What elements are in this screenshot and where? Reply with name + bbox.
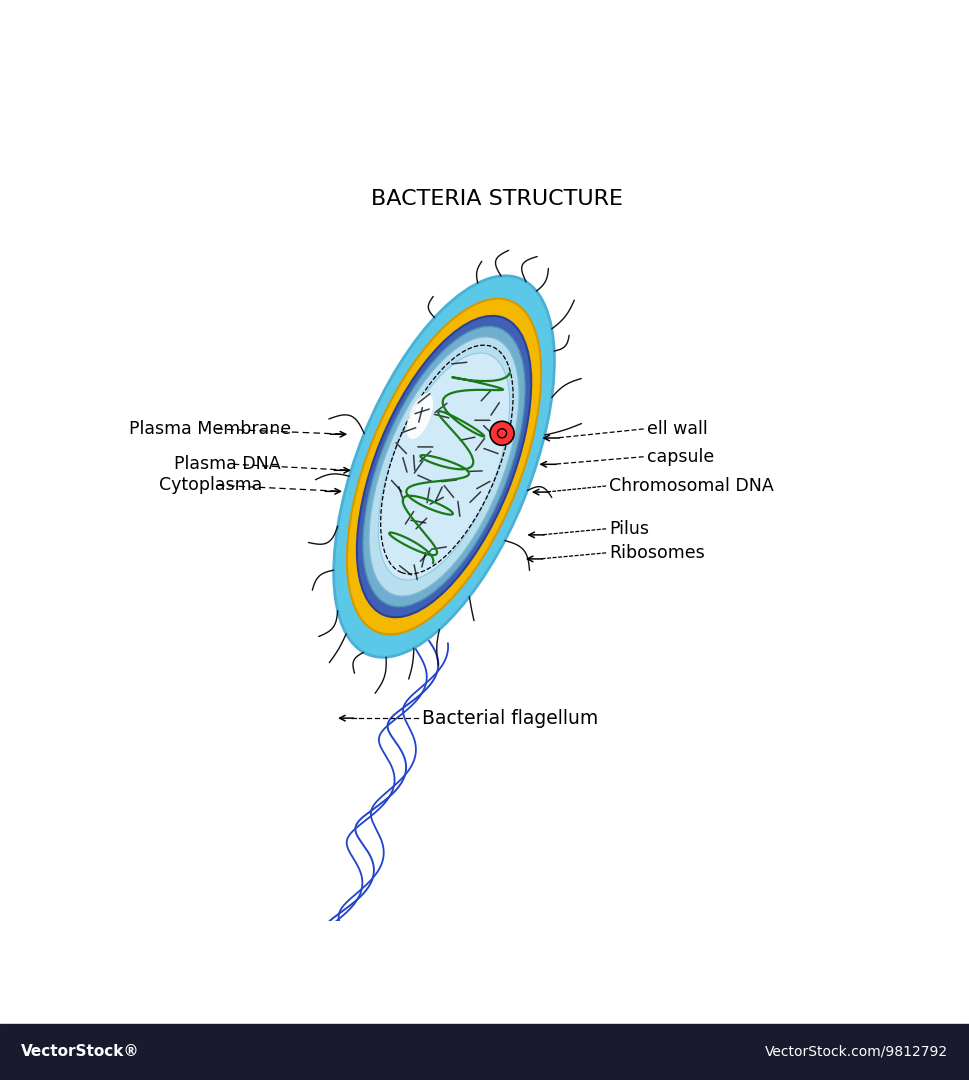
Text: Pilus: Pilus bbox=[610, 519, 649, 538]
Text: Bacterial flagellum: Bacterial flagellum bbox=[422, 708, 598, 728]
Ellipse shape bbox=[407, 393, 433, 440]
Text: Chromosomal DNA: Chromosomal DNA bbox=[610, 477, 774, 495]
Text: Cytoplasma: Cytoplasma bbox=[159, 476, 262, 495]
Text: VectorStock.com/9812792: VectorStock.com/9812792 bbox=[765, 1045, 948, 1058]
Ellipse shape bbox=[333, 275, 554, 658]
Ellipse shape bbox=[369, 337, 519, 596]
Text: Plasma Membrane: Plasma Membrane bbox=[129, 420, 291, 438]
Ellipse shape bbox=[363, 326, 525, 607]
Text: BACTERIA STRUCTURE: BACTERIA STRUCTURE bbox=[370, 189, 623, 208]
Ellipse shape bbox=[378, 353, 510, 580]
Text: VectorStock®: VectorStock® bbox=[21, 1044, 140, 1059]
Circle shape bbox=[490, 421, 514, 445]
Text: capsule: capsule bbox=[647, 448, 714, 465]
Text: Plasma DNA: Plasma DNA bbox=[173, 456, 280, 473]
Ellipse shape bbox=[357, 315, 531, 618]
Text: ell wall: ell wall bbox=[647, 420, 707, 438]
Ellipse shape bbox=[347, 299, 541, 634]
Text: Ribosomes: Ribosomes bbox=[610, 544, 705, 562]
